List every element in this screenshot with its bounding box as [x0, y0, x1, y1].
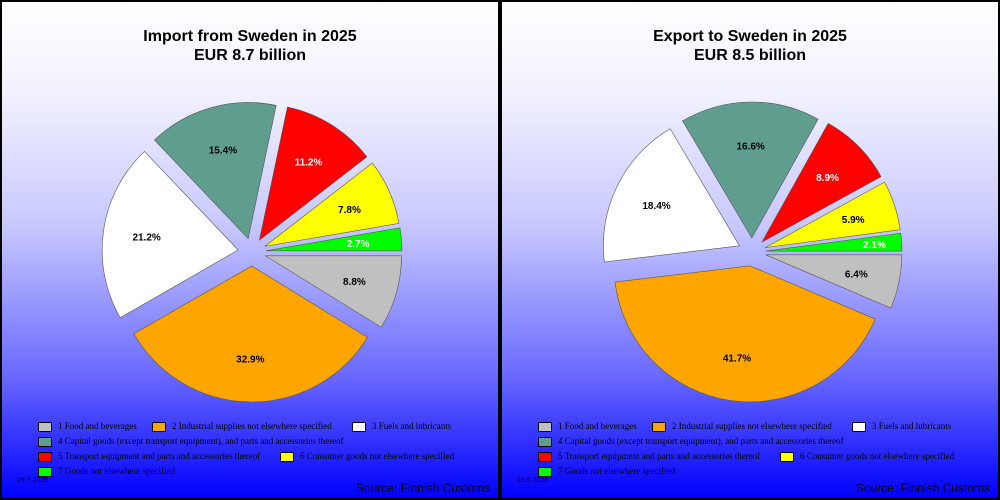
pie-slice-label-4: 15.4% [209, 146, 237, 157]
chart-source: Source: Finnish Customs [855, 481, 990, 495]
chart-title: Export to Sweden in 2025 [653, 28, 847, 45]
chart-source: Source: Finnish Customs [355, 481, 490, 495]
pie-slice-7 [765, 232, 903, 252]
pie-slice-6 [264, 162, 400, 247]
chart-date: 29.6.2026 [517, 477, 549, 484]
pie-slice-label-3: 21.2% [132, 233, 160, 244]
pie-slice-label-5: 11.2% [295, 158, 323, 169]
pie-slice-label-7: 2.1% [863, 240, 886, 251]
pie-slice-4 [154, 102, 277, 240]
pie-slice-label-1: 8.8% [343, 277, 366, 288]
pie-slice-label-7: 2.7% [347, 239, 370, 250]
pie-slice-7 [265, 227, 403, 252]
pie-slice-4 [682, 101, 819, 239]
pie-slice-label-6: 5.9% [842, 215, 865, 226]
pie-slice-6 [765, 181, 901, 248]
export-pie-chart: 6.4% 41.7% 18.4% 16.6% 8.9% 5.9% 2.1% [603, 101, 903, 403]
chart-subtitle: EUR 8.5 billion [693, 47, 806, 64]
pie-slice-5 [258, 106, 368, 241]
export-chart-panel: Export to Sweden in 2025 EUR 8.5 billion… [500, 0, 1000, 500]
pie-slice-label-2: 41.7% [723, 353, 751, 364]
pie-slice-label-1: 6.4% [845, 269, 868, 280]
pie-slice-3 [101, 151, 239, 319]
chart-subtitle: EUR 8.7 billion [193, 47, 306, 64]
pie-slice-5 [761, 122, 882, 243]
pie-slice-label-6: 7.8% [338, 205, 361, 216]
pie-slice-2 [614, 265, 876, 403]
pie-slice-3 [603, 128, 740, 263]
import-chart-panel: Import from Sweden in 2025 EUR 8.7 billi… [0, 0, 500, 500]
pie-slice-label-2: 32.9% [236, 354, 264, 365]
pie-slice-1 [765, 254, 903, 309]
pie-slice-label-3: 18.4% [642, 201, 670, 212]
pie-slice-label-4: 16.6% [736, 142, 764, 153]
chart-title: Import from Sweden in 2025 [143, 28, 357, 45]
pie-slice-1 [264, 255, 402, 328]
pie-slice-2 [133, 265, 368, 403]
chart-date: 29.6.2026 [17, 477, 49, 484]
pie-slice-label-5: 8.9% [816, 173, 839, 184]
import-pie-chart: 8.8% 32.9% 21.2% 15.4% 11.2% 7.8% 2.7% [101, 102, 403, 403]
